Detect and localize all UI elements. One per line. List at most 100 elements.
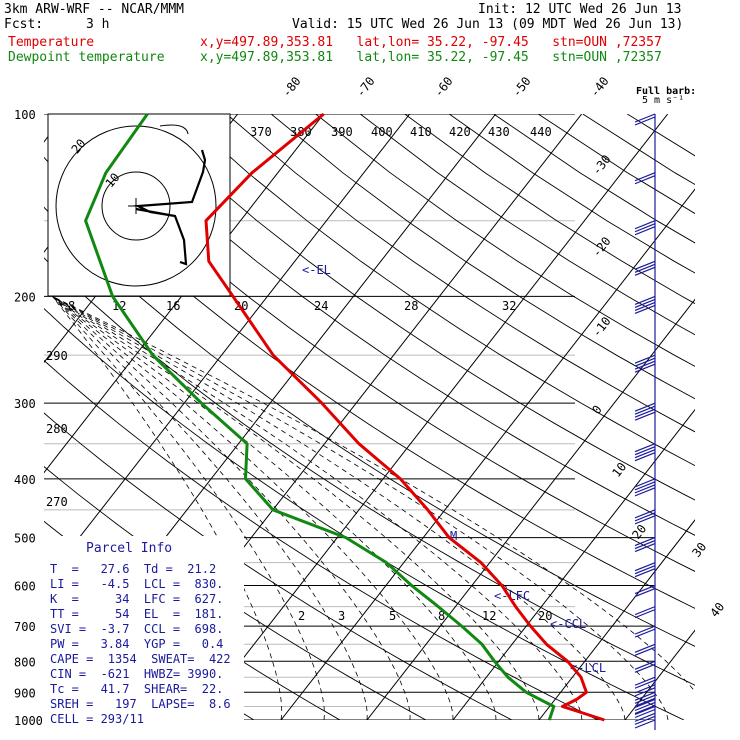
wind-barb	[634, 694, 656, 704]
wind-barb	[634, 266, 656, 276]
pressure-tick-label: 200	[14, 290, 36, 304]
wind-barb	[634, 606, 656, 616]
moist-adiabat-line	[52, 296, 454, 720]
pressure-tick-label: 300	[14, 397, 36, 411]
parcel-row: SREH = 197 LAPSE= 8.6	[50, 697, 231, 711]
moist-adiabat-line	[52, 296, 368, 720]
temperature-profile-line	[204, 112, 605, 722]
wind-barb	[634, 487, 656, 497]
theta-tick-label: 280	[46, 422, 68, 436]
wind-barb	[634, 660, 656, 670]
dry-adiabat-line	[270, 114, 695, 400]
parcel-info-title: Parcel Info	[86, 541, 172, 556]
temperature-location: x,y=497.89,353.81 lat,lon= 35.22, -97.45…	[200, 35, 662, 50]
mixing-ratio-tick-label: 3	[338, 609, 345, 623]
level-marker-label: <-LCL	[570, 661, 606, 675]
level-marker-label: <-EL	[302, 263, 331, 277]
wind-barb	[634, 663, 656, 673]
theta-tick-label: 390	[331, 125, 353, 139]
pressure-tick-label: 100	[14, 108, 36, 122]
wind-barb	[634, 698, 656, 709]
theta-e-tick-label: 16	[166, 299, 180, 313]
parcel-row: Tc = 41.7 SHEAR= 22.	[50, 682, 223, 696]
moist-adiabat-line	[52, 296, 669, 720]
isotherm-line	[452, 408, 695, 720]
pressure-tick-label: 500	[14, 532, 36, 546]
wind-barb	[634, 223, 656, 233]
wind-barb	[634, 360, 656, 370]
wind-barb	[634, 585, 656, 595]
isotherm-tick-label: 20	[629, 522, 649, 542]
level-marker-label: <-CCL	[550, 617, 586, 631]
pressure-tick-label: 1000	[14, 714, 43, 728]
moist-adiabat-line	[52, 296, 325, 720]
isotherm-line	[280, 188, 695, 720]
wind-barb	[634, 113, 656, 123]
theta-tick-label: 270	[46, 495, 68, 509]
wind-barb	[634, 679, 656, 689]
wind-barb	[634, 562, 656, 572]
parcel-row: TT = 54 EL = 181.	[50, 607, 223, 621]
wind-barb	[634, 446, 656, 456]
wind-barb	[634, 708, 656, 719]
theta-tick-label: 440	[530, 125, 552, 139]
dry-adiabat-line	[315, 114, 695, 367]
pressure-tick-label: 900	[14, 686, 36, 700]
forecast-hours: 3 h	[86, 17, 110, 32]
wind-barb	[634, 568, 656, 578]
wind-barb	[634, 628, 656, 638]
isotherm-line	[44, 114, 411, 584]
isotherm-line	[366, 298, 695, 720]
forecast-label: Fcst:	[4, 17, 44, 32]
wind-barb	[634, 405, 656, 415]
wind-barb	[634, 354, 656, 364]
wind-barb	[634, 175, 656, 185]
wind-barb	[634, 705, 656, 716]
isotherm-tick-label: -20	[589, 234, 613, 260]
dewpoint-legend: Dewpoint temperature	[8, 50, 165, 65]
pressure-tick-label: 400	[14, 473, 36, 487]
dry-adiabat-line	[92, 114, 695, 536]
wind-barb	[634, 478, 656, 488]
pressure-tick-label: 700	[14, 620, 36, 634]
wind-barb	[634, 540, 656, 550]
parcel-row: CAPE = 1354 SWEAT= 422	[50, 652, 231, 666]
wind-barb	[634, 402, 656, 412]
wind-barb	[634, 408, 656, 418]
wind-barb	[634, 509, 656, 519]
theta-tick-label: 370	[250, 125, 272, 139]
isotherm-tick-label: -60	[431, 74, 455, 100]
wind-barb	[634, 543, 656, 553]
model-title: 3km ARW-WRF -- NCAR/MMM	[4, 2, 185, 17]
dry-adiabat-line	[44, 206, 695, 647]
isotherm-line	[711, 114, 740, 720]
moist-adiabat-line	[52, 296, 540, 720]
isotherm-tick-label: 0	[589, 403, 604, 417]
dry-adiabat-line	[48, 114, 695, 572]
wind-barb	[634, 116, 656, 126]
parcel-row: CIN = -621 HWBZ= 3990.	[50, 667, 223, 681]
wind-barb	[634, 691, 656, 701]
parcel-row: LI = -4.5 LCL = 830.	[50, 577, 223, 591]
wind-barb	[634, 684, 656, 694]
wind-barb	[634, 220, 656, 230]
wind-barb	[634, 449, 656, 459]
moist-adiabat-line	[52, 296, 283, 720]
theta-tick-label: 400	[371, 125, 393, 139]
isotherm-tick-label: -80	[279, 74, 303, 100]
parcel-info-panel: Parcel Info T = 27.6 Td = 21.2 LI = -4.5…	[44, 536, 244, 734]
wind-barb	[634, 484, 656, 494]
theta-tick-label: 420	[449, 125, 471, 139]
mixing-ratio-tick-label: 8	[438, 609, 445, 623]
wind-barb	[634, 443, 656, 453]
level-marker-label: <-LFC	[494, 589, 530, 603]
theta-e-tick-label: 28	[404, 299, 418, 313]
isotherm-tick-label: 30	[689, 540, 709, 560]
wind-barb	[634, 357, 656, 367]
parcel-row: PW = 3.84 YGP = 0.4	[50, 637, 223, 651]
wind-barb	[634, 298, 656, 308]
moist-adiabat-line	[52, 296, 695, 693]
wind-barb	[634, 625, 656, 635]
moist-adiabat-line	[52, 296, 583, 720]
